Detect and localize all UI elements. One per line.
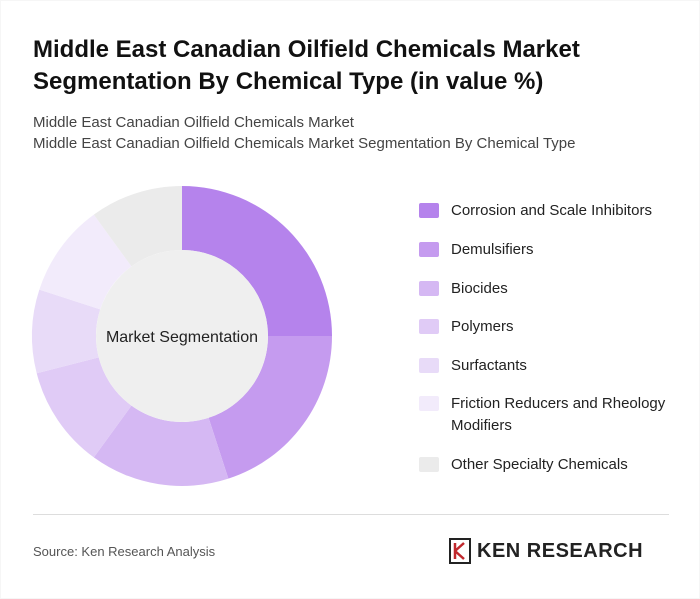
legend-item: Other Specialty Chemicals — [419, 454, 679, 476]
donut-slice-5 — [31, 289, 101, 374]
legend-swatch — [419, 281, 439, 296]
legend-swatch — [419, 203, 439, 218]
donut-hole — [96, 250, 268, 422]
legend-swatch — [419, 396, 439, 411]
legend-label: Polymers — [451, 318, 514, 335]
donut-slice-1 — [182, 186, 332, 336]
brand-logo: KEN RESEARCH — [449, 538, 643, 564]
legend-item: Corrosion and Scale Inhibitors — [419, 200, 679, 222]
legend-item: Polymers — [419, 316, 679, 338]
donut-slice-2 — [208, 336, 332, 479]
donut-slice-6 — [39, 214, 132, 310]
donut-slice-4 — [36, 357, 132, 458]
legend-item: Demulsifiers — [419, 239, 679, 261]
chart-subtitle-line-1: Middle East Canadian Oilfield Chemicals … — [33, 114, 354, 131]
donut-slice-3 — [93, 405, 229, 486]
legend-label: Surfactants — [451, 357, 527, 374]
legend-swatch — [419, 242, 439, 257]
chart-title: Middle East Canadian Oilfield Chemicals … — [33, 36, 580, 95]
legend-item: Friction Reducers and Rheology Modifiers — [419, 393, 679, 437]
donut-slices — [31, 186, 332, 486]
ken-research-logo-icon — [449, 538, 471, 564]
donut-chart: Market Segmentation — [31, 186, 332, 486]
donut-center-label: Market Segmentation — [106, 329, 258, 346]
legend-item: Surfactants — [419, 355, 679, 377]
brand-name: KEN RESEARCH — [477, 539, 644, 562]
source-note: Source: Ken Research Analysis — [33, 544, 216, 559]
legend-label: Biocides — [451, 280, 508, 297]
legend-swatch — [419, 358, 439, 373]
chart-subtitle-line-2: Middle East Canadian Oilfield Chemicals … — [33, 135, 576, 152]
legend-swatch — [419, 319, 439, 334]
legend-label: Corrosion and Scale Inhibitors — [451, 202, 652, 219]
donut-slice-7 — [93, 186, 182, 267]
legend-label: Other Specialty Chemicals — [451, 456, 628, 473]
legend-label: Friction Reducers and Rheology Modifiers — [451, 395, 666, 434]
legend-item: Biocides — [419, 278, 679, 300]
legend-label: Demulsifiers — [451, 241, 534, 258]
legend-swatch — [419, 457, 439, 472]
footer-divider — [33, 514, 669, 515]
